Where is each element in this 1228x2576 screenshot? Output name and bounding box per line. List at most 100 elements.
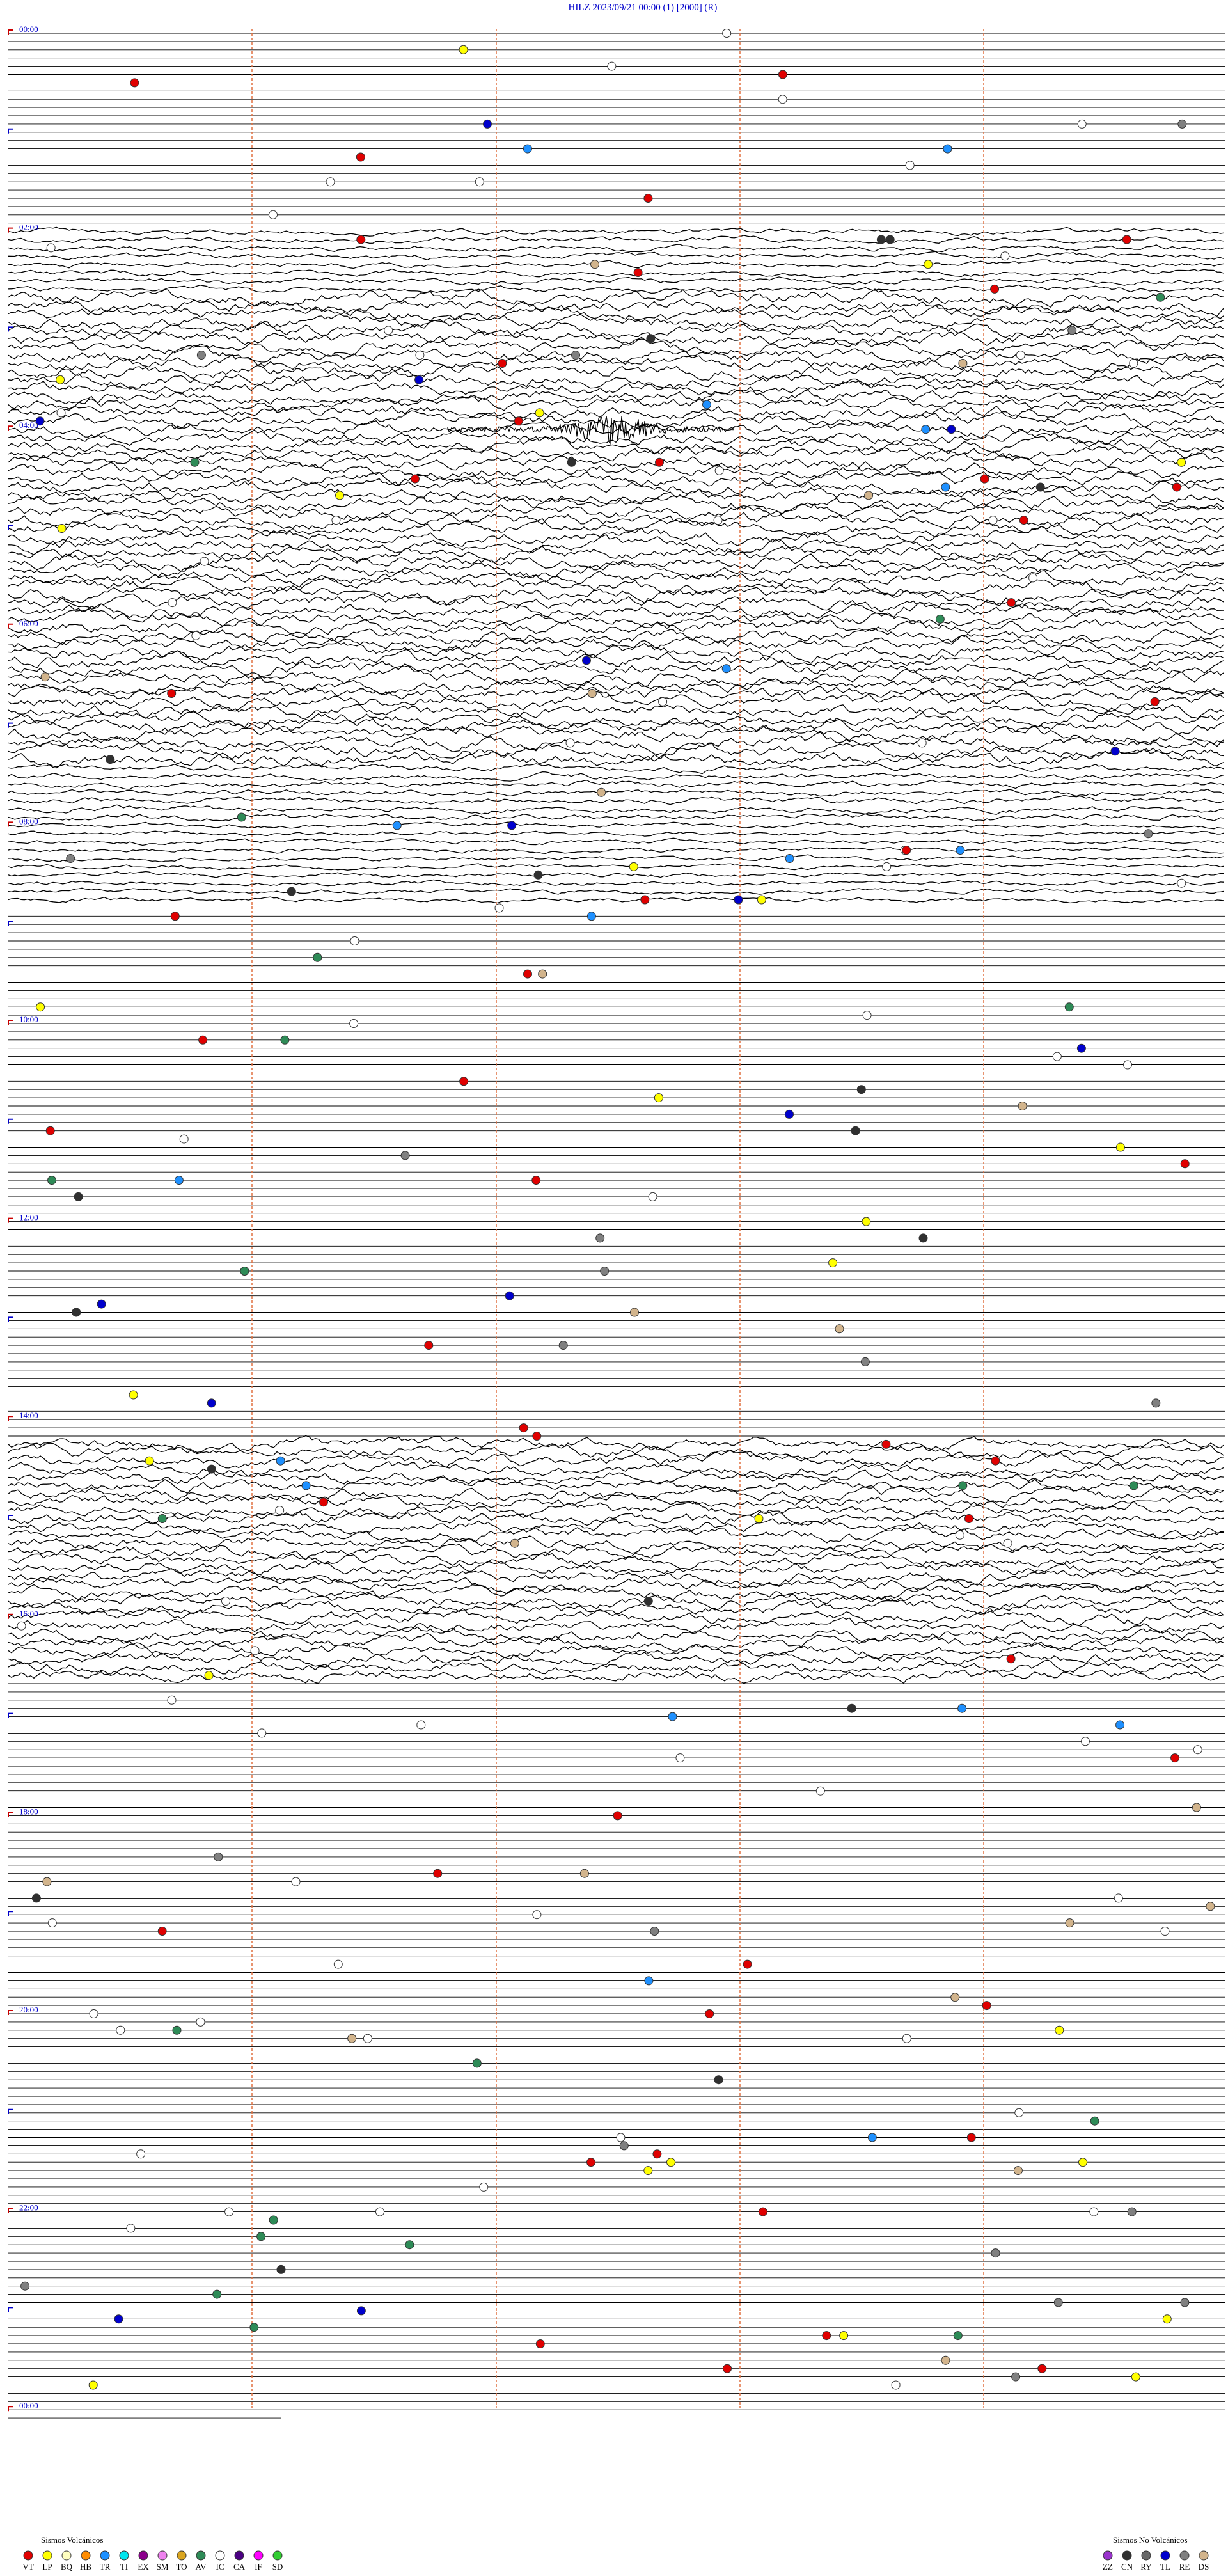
event-marker [250,1646,260,1655]
event-marker [167,689,177,698]
event-marker [347,2034,357,2043]
event-marker [1064,1002,1074,1012]
trace-line [8,329,1224,347]
legend-label: RY [1140,2562,1152,2572]
event-marker [918,1233,928,1243]
trace-line [8,244,1224,253]
trace-line [8,608,1224,628]
event-marker [650,1927,659,1936]
hour-label: 10:00 [19,1015,38,1024]
trace-line [8,395,1224,412]
event-marker [947,425,956,434]
trace-line [8,576,1224,596]
event-marker [955,1530,964,1540]
hour-label: 06:00 [19,619,38,628]
legend-swatch [1103,2550,1113,2561]
event-marker [785,854,794,863]
event-marker [191,631,201,640]
legend-label: VT [22,2562,33,2572]
trace-line [8,1442,1224,1462]
event-marker [416,1720,426,1730]
event-marker [319,1497,328,1507]
event-marker [36,1002,45,1012]
trace-line [8,592,1224,618]
legend-label: LP [42,2562,52,2572]
trace-line [8,477,1224,498]
hour-bracket [8,2010,13,2015]
trace-line [8,1568,1224,1588]
hour-label: 14:00 [19,1410,38,1420]
legend-swatch [61,2550,72,2561]
trace-line [8,338,1224,357]
event-marker [881,1439,891,1449]
event-marker [991,1456,1000,1466]
event-marker [349,1019,359,1028]
event-marker [1114,1893,1123,1903]
event-marker [170,912,180,921]
event-marker [538,969,547,979]
event-marker [966,2133,976,2142]
hour-bracket [8,1613,13,1619]
event-marker [990,284,1000,294]
event-marker [828,1258,838,1268]
event-marker [1007,598,1016,608]
event-marker [57,524,67,533]
event-marker [237,812,246,822]
event-marker [475,177,484,187]
hour-bracket [8,525,13,530]
event-marker [269,210,278,219]
event-marker [644,1976,654,1986]
trace-line [8,276,1224,286]
trace-line [8,896,1224,904]
trace-line [8,829,1224,837]
event-marker [356,2306,366,2316]
event-marker [652,2149,662,2159]
legend-swatch [177,2550,187,2561]
trace-line [8,304,1224,322]
event-marker [1090,2116,1099,2126]
event-marker [980,474,989,484]
hour-bracket [8,1712,13,1718]
trace-line [8,771,1224,782]
trace-line [8,251,1224,260]
legend-swatch [23,2550,33,2561]
event-marker [864,491,874,500]
legend-label: TI [120,2562,128,2572]
event-marker [905,161,915,170]
event-marker [190,457,200,467]
trace-line [8,403,1224,422]
trace-line [8,371,1224,390]
event-marker [505,1291,514,1300]
hour-bracket [8,1217,13,1223]
event-marker [1170,1753,1179,1763]
event-marker [1177,878,1186,888]
trace-line [8,1583,1224,1600]
event-marker [714,2075,723,2085]
trace-line [8,854,1224,862]
event-marker [198,1035,208,1045]
event-marker [571,351,580,360]
trace-line [8,288,1224,308]
event-marker [586,2158,595,2167]
event-marker [214,1852,223,1861]
hour-bracket [8,326,13,332]
event-marker [1177,457,1186,467]
trace-line [8,1670,1224,1684]
event-marker [1160,1927,1170,1936]
hour-bracket [8,821,13,827]
event-marker [587,689,597,698]
event-marker [375,2207,384,2216]
legend-swatch [100,2550,110,2561]
event-marker [56,408,66,418]
legend-label: CA [233,2562,246,2572]
legend-swatch [196,2550,206,2561]
event-marker [532,1432,542,1441]
hour-bracket [8,1118,13,1124]
event-marker [519,1423,528,1433]
hour-bracket [8,2307,13,2312]
legend-swatch [138,2550,148,2561]
event-marker [1131,2372,1140,2382]
trace-line [8,1550,1224,1570]
event-marker [1006,1654,1016,1664]
legend-swatch [157,2550,168,2561]
